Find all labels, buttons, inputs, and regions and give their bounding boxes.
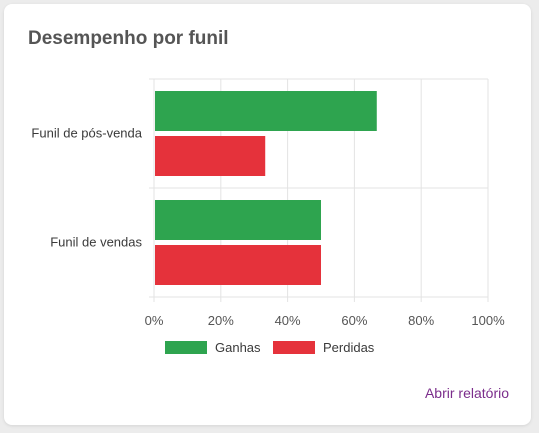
bar-won-0	[155, 91, 377, 131]
legend-swatch-won	[165, 341, 207, 354]
bar-won-1	[155, 200, 321, 240]
legend-label-lost: Perdidas	[323, 340, 375, 355]
bar-lost-1	[155, 245, 321, 285]
funnel-bar-chart: Funil de pós-venda Funil de vendas 0% 20% 40…	[31, 78, 505, 355]
category-label: Funil de vendas	[50, 235, 142, 250]
x-tick-label: 20%	[208, 313, 234, 328]
legend-swatch-lost	[273, 341, 315, 354]
legend-label-won: Ganhas	[215, 340, 261, 355]
performance-card: Desempenho por funil Funil de pós-venda F…	[4, 4, 531, 425]
x-tick-label: 0%	[145, 313, 164, 328]
x-tick-label: 60%	[341, 313, 367, 328]
x-tick-label: 80%	[408, 313, 434, 328]
x-tick-label: 100%	[471, 313, 505, 328]
card-title: Desempenho por funil	[28, 28, 229, 49]
x-tick-label: 40%	[275, 313, 301, 328]
category-label: Funil de pós-venda	[31, 126, 142, 141]
bar-lost-0	[155, 136, 266, 176]
open-report-link[interactable]: Abrir relatório	[424, 385, 509, 401]
